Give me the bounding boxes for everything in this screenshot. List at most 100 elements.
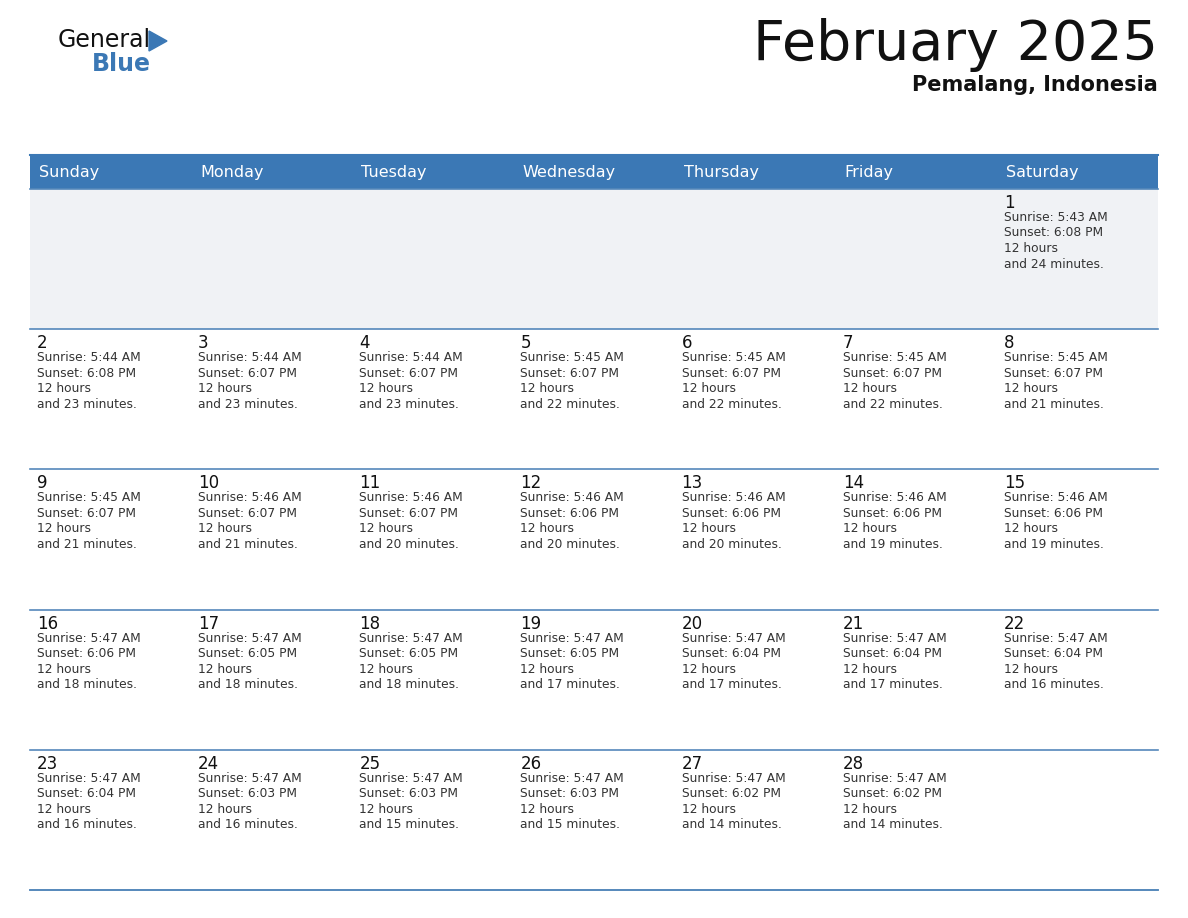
Text: 12 hours: 12 hours [1004, 663, 1057, 676]
Text: and 19 minutes.: and 19 minutes. [842, 538, 942, 551]
Text: 14: 14 [842, 475, 864, 492]
Text: and 22 minutes.: and 22 minutes. [682, 397, 782, 410]
Bar [30, 330, 191, 469]
Text: 12 hours: 12 hours [359, 663, 413, 676]
Text: Sunset: 6:08 PM: Sunset: 6:08 PM [37, 366, 137, 380]
Text: Sunset: 6:03 PM: Sunset: 6:03 PM [359, 788, 459, 800]
Text: Friday: Friday [845, 164, 893, 180]
Text: Sunrise: 5:44 AM: Sunrise: 5:44 AM [198, 352, 302, 364]
Text: Sunset: 6:05 PM: Sunset: 6:05 PM [520, 647, 620, 660]
Text: 12 hours: 12 hours [198, 663, 252, 676]
Text: 26: 26 [520, 755, 542, 773]
Bar [30, 750, 191, 890]
Text: Sunset: 6:03 PM: Sunset: 6:03 PM [198, 788, 297, 800]
Bar [353, 330, 513, 469]
Text: 25: 25 [359, 755, 380, 773]
Bar [513, 610, 675, 750]
Text: 12 hours: 12 hours [1004, 522, 1057, 535]
Text: 12 hours: 12 hours [1004, 242, 1057, 255]
Text: Sunset: 6:02 PM: Sunset: 6:02 PM [682, 788, 781, 800]
Text: and 15 minutes.: and 15 minutes. [520, 818, 620, 832]
Bar [835, 469, 997, 610]
Bar [835, 155, 997, 189]
Text: and 23 minutes.: and 23 minutes. [198, 397, 298, 410]
Text: 23: 23 [37, 755, 58, 773]
Text: Sunset: 6:04 PM: Sunset: 6:04 PM [37, 788, 135, 800]
Text: Sunrise: 5:45 AM: Sunrise: 5:45 AM [682, 352, 785, 364]
Bar [675, 750, 835, 890]
Text: 12 hours: 12 hours [359, 382, 413, 396]
Text: and 16 minutes.: and 16 minutes. [198, 818, 298, 832]
Text: 12 hours: 12 hours [359, 803, 413, 816]
Text: 12 hours: 12 hours [682, 663, 735, 676]
Text: Tuesday: Tuesday [361, 164, 426, 180]
Bar [30, 469, 191, 610]
Text: 10: 10 [198, 475, 220, 492]
Bar [675, 330, 835, 469]
Bar [997, 610, 1158, 750]
Text: 11: 11 [359, 475, 380, 492]
Text: Sunset: 6:07 PM: Sunset: 6:07 PM [520, 366, 619, 380]
Text: Sunrise: 5:47 AM: Sunrise: 5:47 AM [37, 772, 140, 785]
Text: Sunrise: 5:47 AM: Sunrise: 5:47 AM [682, 632, 785, 644]
Text: 12 hours: 12 hours [842, 522, 897, 535]
Bar [353, 610, 513, 750]
Text: Sunset: 6:04 PM: Sunset: 6:04 PM [842, 647, 942, 660]
Bar [513, 469, 675, 610]
Bar [835, 330, 997, 469]
Text: Sunrise: 5:47 AM: Sunrise: 5:47 AM [198, 772, 302, 785]
Text: 1: 1 [1004, 194, 1015, 212]
Text: Sunset: 6:07 PM: Sunset: 6:07 PM [198, 507, 297, 520]
Text: Sunset: 6:06 PM: Sunset: 6:06 PM [1004, 507, 1102, 520]
Text: 12 hours: 12 hours [198, 522, 252, 535]
Bar [30, 189, 191, 330]
Text: 12 hours: 12 hours [37, 803, 91, 816]
Text: and 23 minutes.: and 23 minutes. [359, 397, 459, 410]
Text: Sunrise: 5:43 AM: Sunrise: 5:43 AM [1004, 211, 1107, 224]
Text: 24: 24 [198, 755, 220, 773]
Bar [997, 330, 1158, 469]
Text: Sunset: 6:07 PM: Sunset: 6:07 PM [359, 366, 459, 380]
Bar [513, 330, 675, 469]
Bar [513, 189, 675, 330]
Bar [191, 330, 353, 469]
Text: and 16 minutes.: and 16 minutes. [1004, 678, 1104, 691]
Bar [191, 155, 353, 189]
Text: Sunrise: 5:47 AM: Sunrise: 5:47 AM [520, 632, 624, 644]
Text: and 22 minutes.: and 22 minutes. [520, 397, 620, 410]
Text: 28: 28 [842, 755, 864, 773]
Bar [191, 189, 353, 330]
Text: Sunrise: 5:46 AM: Sunrise: 5:46 AM [842, 491, 947, 504]
Text: 20: 20 [682, 614, 702, 633]
Text: Sunset: 6:07 PM: Sunset: 6:07 PM [1004, 366, 1102, 380]
Text: and 20 minutes.: and 20 minutes. [359, 538, 459, 551]
Bar [997, 750, 1158, 890]
Text: Sunrise: 5:47 AM: Sunrise: 5:47 AM [520, 772, 624, 785]
Text: and 16 minutes.: and 16 minutes. [37, 818, 137, 832]
Text: Sunset: 6:07 PM: Sunset: 6:07 PM [682, 366, 781, 380]
Bar [835, 610, 997, 750]
Text: 12 hours: 12 hours [37, 382, 91, 396]
Text: Sunset: 6:07 PM: Sunset: 6:07 PM [359, 507, 459, 520]
Text: Sunset: 6:02 PM: Sunset: 6:02 PM [842, 788, 942, 800]
Bar [353, 469, 513, 610]
Text: 12 hours: 12 hours [682, 522, 735, 535]
Text: and 14 minutes.: and 14 minutes. [842, 818, 942, 832]
Text: General: General [58, 28, 151, 52]
Text: Monday: Monday [200, 164, 264, 180]
Text: 12 hours: 12 hours [520, 382, 575, 396]
Text: 21: 21 [842, 614, 864, 633]
Text: and 18 minutes.: and 18 minutes. [359, 678, 460, 691]
Bar [835, 189, 997, 330]
Text: and 18 minutes.: and 18 minutes. [37, 678, 137, 691]
Text: and 20 minutes.: and 20 minutes. [520, 538, 620, 551]
Text: Sunrise: 5:45 AM: Sunrise: 5:45 AM [842, 352, 947, 364]
Text: Sunset: 6:04 PM: Sunset: 6:04 PM [1004, 647, 1102, 660]
Text: 22: 22 [1004, 614, 1025, 633]
Bar [675, 189, 835, 330]
Text: 16: 16 [37, 614, 58, 633]
Bar [191, 750, 353, 890]
Text: Sunset: 6:03 PM: Sunset: 6:03 PM [520, 788, 619, 800]
Text: Sunrise: 5:47 AM: Sunrise: 5:47 AM [682, 772, 785, 785]
Text: 9: 9 [37, 475, 48, 492]
